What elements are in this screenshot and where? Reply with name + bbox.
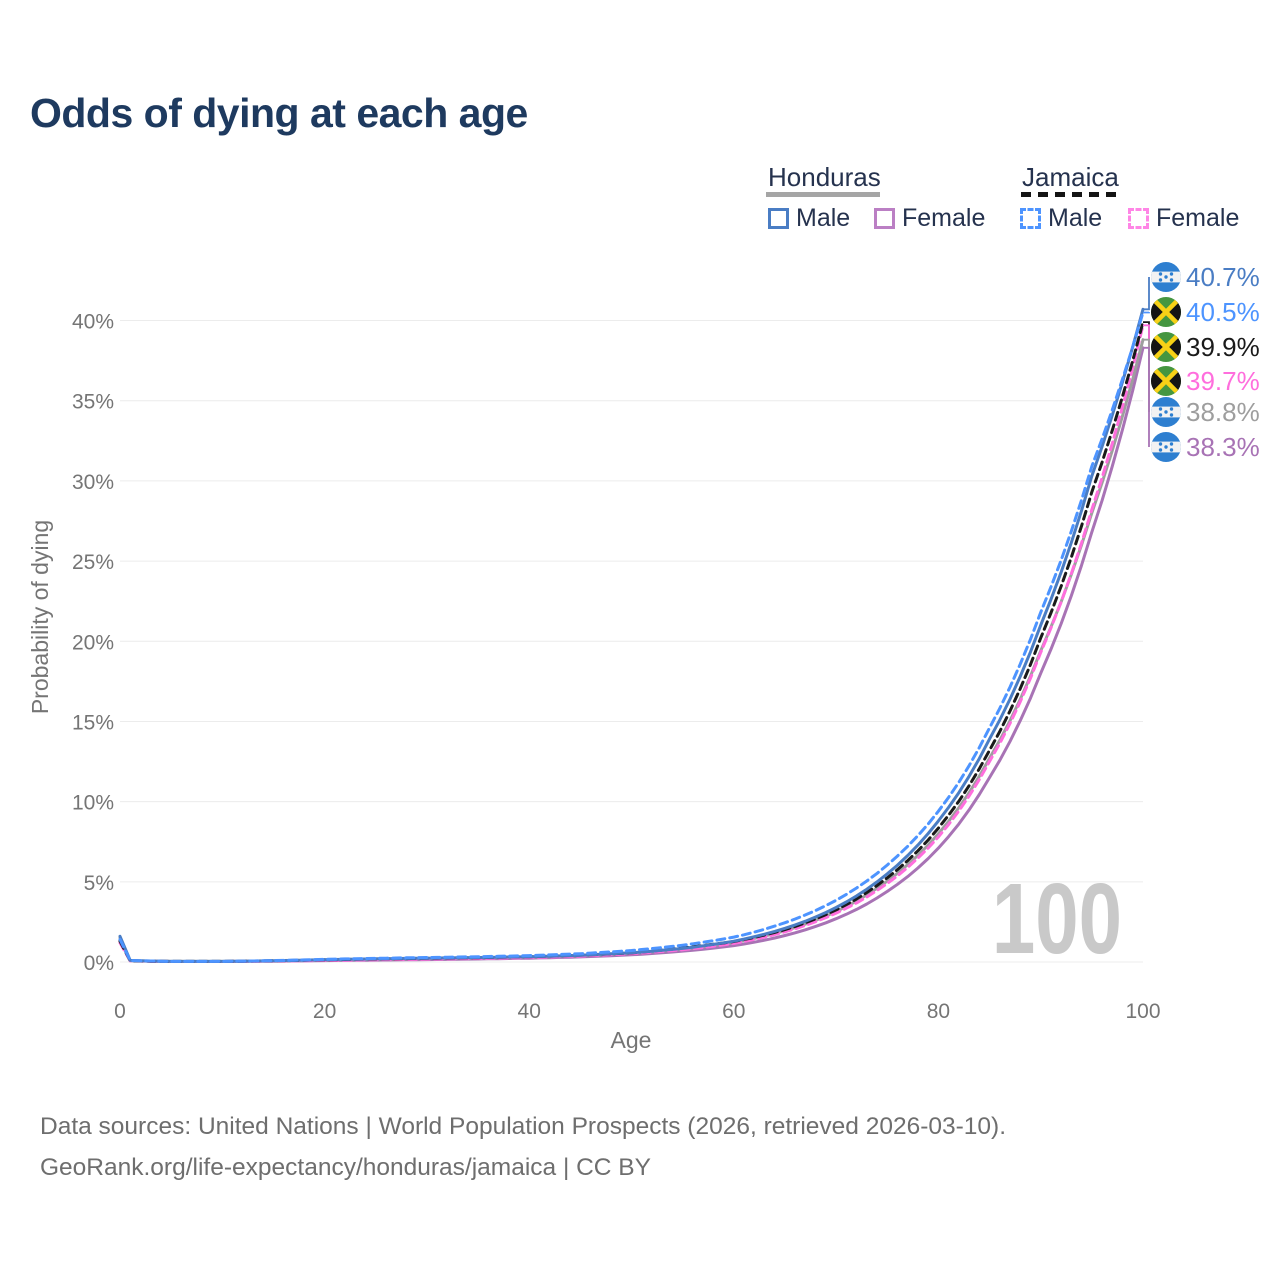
legend-item-label: Female <box>902 204 986 232</box>
page-title: Odds of dying at each age <box>30 90 528 136</box>
y-tick-label: 30% <box>72 471 114 494</box>
series-group <box>118 307 1145 963</box>
y-tick-label: 15% <box>72 711 114 734</box>
flag-star <box>1169 278 1174 282</box>
flag-star <box>1164 275 1168 279</box>
y-tick-label: 0% <box>84 952 114 975</box>
x-tick-label: 40 <box>518 1000 541 1023</box>
y-tick-label: 5% <box>84 872 114 895</box>
y-axis-title: Probability of dying <box>27 520 53 714</box>
end-value-label-jamaica-male: 40.5% <box>1186 297 1260 327</box>
x-tick-label: 80 <box>927 1000 950 1023</box>
series-line-honduras-male <box>118 307 1145 963</box>
y-tick-label: 20% <box>72 631 114 654</box>
flag-star <box>1158 272 1163 276</box>
flag-art <box>1151 397 1181 427</box>
data-source-line2: GeoRank.org/life-expectancy/honduras/jam… <box>40 1154 651 1181</box>
flag-triangle <box>1166 297 1181 327</box>
end-label-connector <box>1143 311 1150 314</box>
legend-item-label: Female <box>1156 204 1240 232</box>
flag-triangle <box>1166 332 1181 362</box>
jamaica-male-swatch-icon <box>1020 208 1041 229</box>
x-tick-label: 20 <box>313 1000 336 1023</box>
legend-item-jamaica-female[interactable]: Female <box>1128 204 1239 233</box>
end-value-label-honduras-female: 38.3% <box>1186 432 1260 462</box>
legend-item-honduras-male[interactable]: Male <box>768 204 850 233</box>
data-sources: Data sources: United Nations | World Pop… <box>40 1106 1006 1188</box>
flag-triangle <box>1151 297 1166 327</box>
legend-group-honduras[interactable]: Honduras <box>768 162 881 192</box>
flag-star <box>1169 272 1174 276</box>
end-label-connector <box>1143 277 1150 311</box>
flag-triangle <box>1166 366 1181 396</box>
annotations-group: 40.7% 40.5% 39.9% 39.7%38.8% 38.3% <box>1143 262 1260 462</box>
age-counter-watermark: 100 <box>991 863 1122 975</box>
flag-star <box>1169 413 1174 417</box>
x-tick-label: 0 <box>114 1000 126 1023</box>
honduras-flag-icon <box>1151 397 1181 427</box>
flag-star <box>1164 410 1168 414</box>
series-line-honduras-both-sexes <box>118 338 1145 963</box>
x-tick-label: 100 <box>1125 1000 1160 1023</box>
honduras-line-style-swatch <box>766 192 880 197</box>
jamaica-flag-icon <box>1151 297 1181 327</box>
flag-triangle <box>1151 366 1166 396</box>
x-tick-label: 60 <box>722 1000 745 1023</box>
honduras-female-swatch-icon <box>874 208 895 229</box>
flag-triangle <box>1151 332 1166 362</box>
y-tick-label: 40% <box>72 311 114 334</box>
jamaica-flag-icon <box>1151 366 1181 396</box>
flag-saltire <box>1151 297 1181 327</box>
jamaica-flag-icon <box>1151 332 1181 362</box>
flag-star <box>1169 407 1174 411</box>
end-value-label-honduras-both-sexes: 38.8% <box>1186 397 1260 427</box>
ticks-group: 0% 5% 10% 15% 20% 25% 30% 35% 40% 0 20 40 60 80 100 <box>72 311 1161 1024</box>
honduras-flag-icon <box>1151 262 1181 292</box>
legend-item-label: Male <box>796 204 851 232</box>
x-axis-title: Age <box>611 1027 652 1053</box>
flag-art <box>1151 262 1181 292</box>
flag-star <box>1158 278 1163 282</box>
flag-art <box>1151 432 1181 462</box>
y-tick-label: 25% <box>72 551 114 574</box>
honduras-flag-icon <box>1151 432 1181 462</box>
end-value-label-jamaica-both-sexes: 39.9% <box>1186 332 1260 362</box>
jamaica-female-swatch-icon <box>1128 208 1149 229</box>
series-line-jamaica-female <box>118 323 1145 963</box>
flag-saltire <box>1151 366 1181 396</box>
flag-art <box>1151 297 1181 327</box>
flag-star <box>1169 448 1174 452</box>
flag-art <box>1151 366 1181 396</box>
honduras-male-swatch-icon <box>768 208 789 229</box>
end-value-label-honduras-male: 40.7% <box>1186 262 1260 292</box>
legend-item-jamaica-male[interactable]: Male <box>1020 204 1102 233</box>
series-line-jamaica-male <box>118 311 1145 963</box>
legend-item-label: Male <box>1048 204 1103 232</box>
y-tick-label: 10% <box>72 792 114 815</box>
data-source-line1: Data sources: United Nations | World Pop… <box>40 1113 1007 1140</box>
series-line-honduras-female <box>118 346 1145 963</box>
gridlines-group <box>120 320 1143 963</box>
flag-star <box>1158 407 1163 411</box>
flag-star <box>1158 442 1163 446</box>
flag-star <box>1169 442 1174 446</box>
flag-star <box>1158 413 1163 417</box>
y-tick-label: 35% <box>72 391 114 414</box>
flag-saltire <box>1151 332 1181 362</box>
flag-star <box>1164 445 1168 449</box>
legend-group-jamaica[interactable]: Jamaica <box>1022 162 1119 192</box>
legend-item-honduras-female[interactable]: Female <box>874 204 985 233</box>
flag-art <box>1151 332 1181 362</box>
flag-star <box>1158 448 1163 452</box>
jamaica-line-style-swatch <box>1021 192 1119 197</box>
end-label-connector <box>1143 346 1150 447</box>
end-value-label-jamaica-female: 39.7% <box>1186 366 1260 396</box>
